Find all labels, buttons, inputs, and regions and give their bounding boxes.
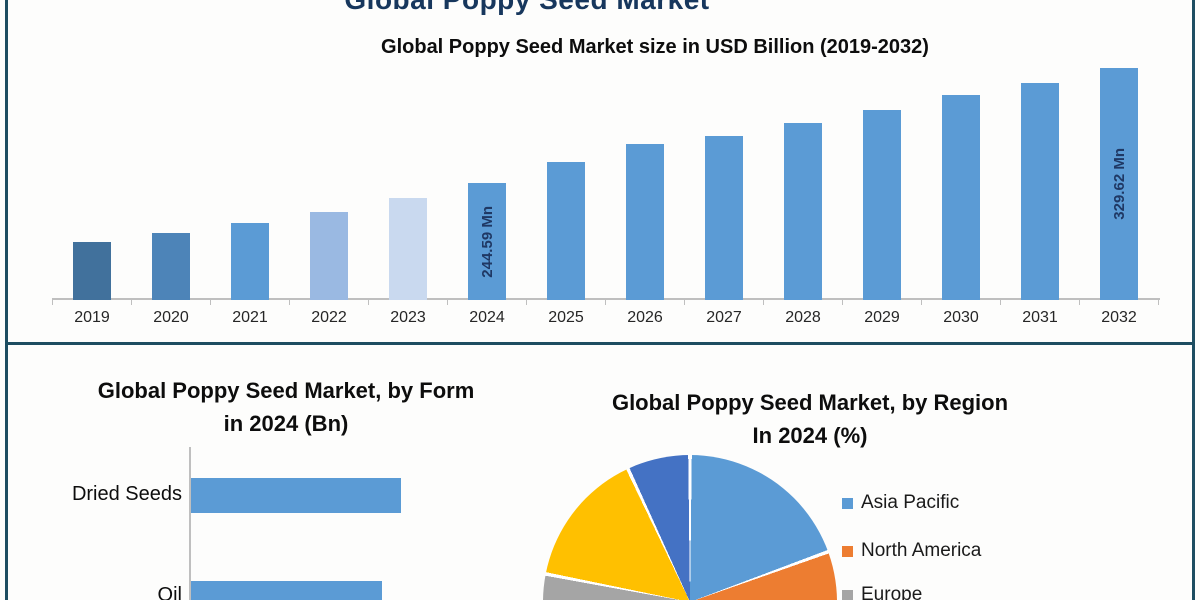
x-label-2025: 2025 — [548, 309, 584, 326]
legend-item-north-america: North America — [842, 540, 981, 562]
x-label-2022: 2022 — [311, 309, 347, 326]
page-title: Global Poppy Seed Market — [27, 0, 1027, 16]
region-chart-title-line1: Global Poppy Seed Market, by Region — [611, 390, 1009, 415]
bar-oil — [191, 581, 382, 600]
legend-swatch-europe — [842, 589, 853, 600]
x-label-2024: 2024 — [469, 309, 505, 326]
x-label-2028: 2028 — [785, 309, 821, 326]
pie-chart — [543, 455, 837, 600]
bar-dried-seeds — [191, 478, 401, 513]
legend-label: North America — [861, 540, 982, 561]
legend-item-europe: Europe — [842, 584, 922, 600]
x-axis-line — [52, 298, 1160, 300]
legend-item-asia-pacific: Asia Pacific — [842, 492, 959, 514]
bar-2020 — [152, 233, 190, 300]
bar-2025 — [547, 162, 585, 300]
x-label-2032: 2032 — [1101, 309, 1137, 326]
bar-2026 — [626, 144, 664, 300]
bar-2032: 329.62 Mn — [1100, 68, 1138, 300]
bar-2023 — [389, 198, 427, 300]
x-axis-ticks — [52, 300, 1161, 305]
legend-swatch-asia-pacific — [842, 497, 853, 509]
x-label-2030: 2030 — [943, 309, 979, 326]
bar-2021 — [231, 223, 269, 300]
bar-2028 — [784, 123, 822, 300]
bar-2029 — [863, 110, 901, 300]
x-label-2027: 2027 — [706, 309, 742, 326]
bar-2019 — [73, 242, 111, 300]
form-chart-title: Global Poppy Seed Market, by Form in 202… — [40, 374, 532, 440]
bar-2030 — [942, 95, 980, 300]
right-border — [1192, 0, 1195, 600]
category-label-oil: Oil — [157, 584, 182, 600]
legend-label: Europe — [861, 584, 923, 600]
section-divider — [8, 342, 1192, 345]
x-label-2031: 2031 — [1022, 309, 1058, 326]
bar-value-label-2024: 244.59 Mn — [478, 205, 496, 278]
bar-2024: 244.59 Mn — [468, 183, 506, 300]
x-label-2021: 2021 — [232, 309, 268, 326]
x-label-2020: 2020 — [153, 309, 189, 326]
legend-label: Asia Pacific — [861, 492, 960, 513]
bar-2031 — [1021, 83, 1059, 300]
x-label-2026: 2026 — [627, 309, 663, 326]
bar-chart-title: Global Poppy Seed Market size in USD Bil… — [381, 36, 929, 58]
region-chart-title: Global Poppy Seed Market, by Region In 2… — [560, 386, 1060, 452]
x-label-2019: 2019 — [74, 309, 110, 326]
form-chart-title-line1: Global Poppy Seed Market, by Form — [97, 378, 475, 403]
form-y-axis-line — [189, 447, 191, 600]
left-border — [5, 0, 8, 600]
bar-value-label-2032: 329.62 Mn — [1110, 148, 1128, 220]
form-chart-title-line2: in 2024 (Bn) — [223, 411, 349, 436]
bar-2027 — [705, 136, 743, 300]
category-label-dried-seeds: Dried Seeds — [71, 483, 182, 505]
region-chart-title-line2: In 2024 (%) — [752, 423, 868, 448]
legend-swatch-north-america — [842, 545, 853, 557]
x-label-2029: 2029 — [864, 309, 900, 326]
bar-2022 — [310, 212, 348, 300]
x-label-2023: 2023 — [390, 309, 426, 326]
